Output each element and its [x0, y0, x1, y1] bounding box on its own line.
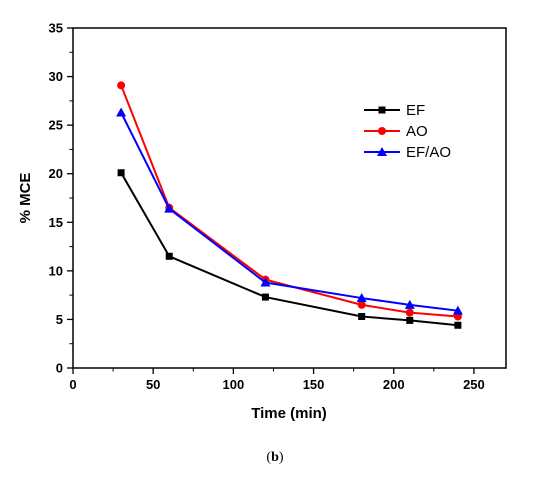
plot-frame: [72, 27, 507, 369]
y-axis-title: % MCE: [17, 173, 34, 224]
legend-marker: [378, 127, 386, 135]
data-point: [117, 81, 126, 90]
data-point: [116, 107, 127, 117]
legend-item: AO: [364, 123, 428, 140]
y-tick-label: 30: [49, 69, 63, 84]
figure-caption: (b): [266, 450, 284, 465]
data-point: [357, 300, 366, 309]
series-ef-ao: [116, 107, 463, 315]
x-tick-label: 0: [69, 377, 76, 392]
y-tick-label: 35: [49, 21, 63, 36]
data-point: [356, 293, 367, 303]
data-point: [404, 299, 415, 309]
data-point: [406, 316, 414, 324]
legend: EF AO EF/AO: [364, 102, 451, 161]
legend-item: EF/AO: [364, 144, 451, 161]
data-point: [260, 277, 271, 287]
data-point: [358, 313, 366, 321]
data-point: [164, 203, 175, 213]
y-tick-label: 10: [49, 263, 63, 278]
legend-label: EF: [406, 102, 425, 119]
data-point: [261, 293, 269, 301]
data-point: [165, 252, 173, 260]
x-tick-label: 50: [146, 377, 160, 392]
line-chart: 0 50 100 150 200 250 0 5 10 15 20 25 30 35 Time (min)…: [17, 21, 507, 422]
series-ef: [117, 169, 462, 329]
x-tick-label: 200: [383, 377, 405, 392]
y-tick-label: 0: [56, 361, 63, 376]
legend-label: AO: [406, 123, 428, 140]
legend-marker: [378, 106, 386, 114]
y-tick-label: 20: [49, 166, 63, 181]
data-point: [452, 305, 463, 315]
y-tick-label: 25: [49, 118, 63, 133]
legend-label: EF/AO: [406, 144, 451, 161]
caption-label: b: [271, 450, 279, 465]
series-line: [120, 112, 459, 312]
data-point: [117, 169, 125, 177]
legend-marker: [377, 147, 387, 156]
series-line: [120, 84, 458, 318]
series-line: [120, 172, 458, 327]
y-tick-label: 5: [56, 312, 63, 327]
x-axis-title: Time (min): [251, 405, 327, 422]
x-tick-label: 150: [303, 377, 325, 392]
data-point: [454, 321, 462, 329]
x-tick-label: 250: [463, 377, 485, 392]
x-tick-label: 100: [223, 377, 245, 392]
legend-item: EF: [364, 102, 425, 119]
y-tick-label: 15: [49, 215, 63, 230]
data-point: [405, 308, 414, 317]
